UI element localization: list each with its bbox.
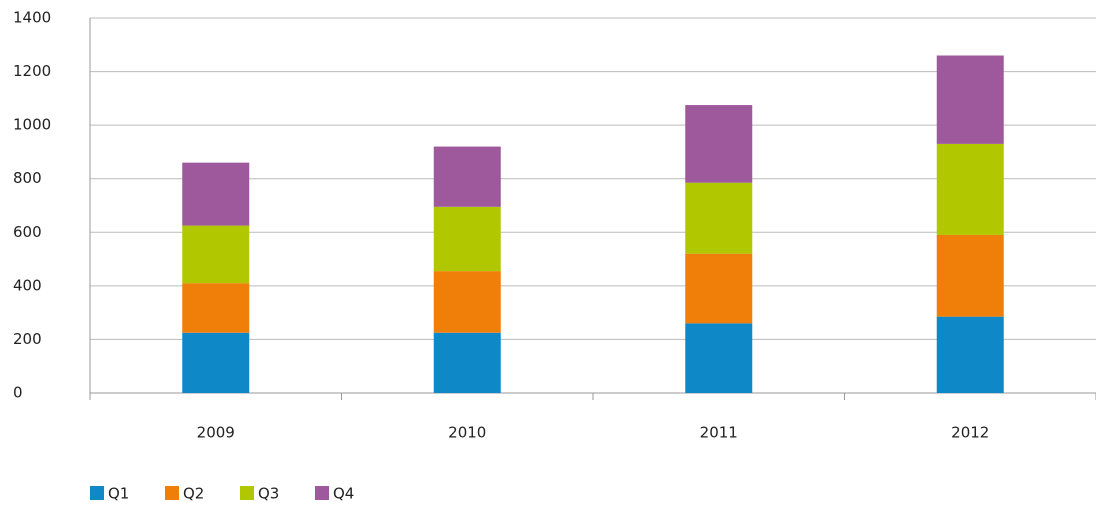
bar-segment (433, 271, 501, 333)
bar-segment (433, 332, 501, 393)
legend-swatch (315, 486, 329, 500)
legend-swatch (240, 486, 254, 500)
y-tick-label: 0 (13, 384, 23, 402)
legend-label: Q2 (183, 485, 204, 503)
bar-segment (685, 182, 753, 254)
bar-segment (685, 105, 753, 183)
legend-label: Q1 (108, 485, 129, 503)
y-tick-label: 600 (13, 223, 42, 241)
bar-segment (433, 146, 501, 207)
x-tick-label: 2009 (197, 424, 235, 442)
bar-segment (182, 225, 250, 284)
bar-segment (182, 283, 250, 333)
x-tick-label: 2011 (700, 424, 738, 442)
bar-segment (433, 206, 501, 272)
y-tick-label: 400 (13, 276, 42, 294)
bar-segment (685, 323, 753, 393)
y-tick-label: 1000 (13, 116, 51, 134)
y-tick-label: 1200 (13, 62, 51, 80)
bar-segment (936, 143, 1004, 235)
x-tick-label: 2010 (448, 424, 486, 442)
legend-label: Q4 (333, 485, 354, 503)
bar-segment (936, 55, 1004, 144)
legend-label: Q3 (258, 485, 279, 503)
bar-segment (936, 234, 1004, 317)
bar-segment (936, 316, 1004, 393)
y-tick-label: 800 (13, 169, 42, 187)
bar-segment (685, 253, 753, 324)
y-tick-label: 1400 (13, 9, 51, 27)
y-tick-label: 200 (13, 330, 42, 348)
legend-swatch (165, 486, 179, 500)
x-tick-label: 2012 (951, 424, 989, 442)
legend-swatch (90, 486, 104, 500)
bar-segment (182, 162, 250, 226)
bar-segment (182, 332, 250, 393)
